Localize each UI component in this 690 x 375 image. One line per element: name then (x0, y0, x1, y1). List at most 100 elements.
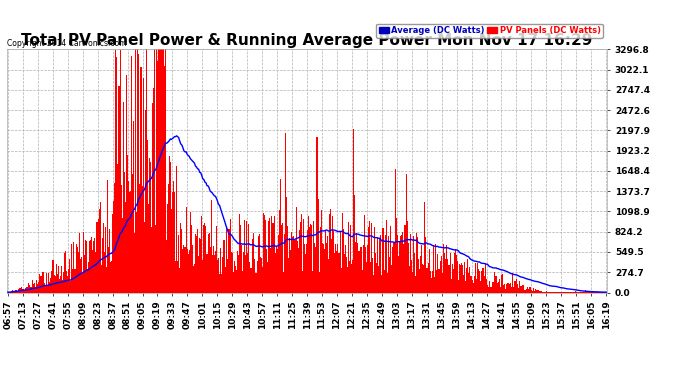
Bar (248, 224, 249, 292)
Bar (127, 155, 128, 292)
Bar (169, 156, 170, 292)
Bar (382, 228, 384, 292)
Bar (199, 238, 200, 292)
Bar (523, 285, 524, 292)
Bar (190, 225, 192, 292)
Bar (91, 237, 92, 292)
Bar (374, 227, 375, 292)
Bar (12, 291, 14, 292)
Bar (430, 272, 431, 292)
Bar (417, 237, 418, 292)
Bar (81, 257, 82, 292)
Bar (112, 214, 113, 292)
Bar (144, 222, 145, 292)
Bar (16, 290, 17, 292)
Bar (71, 244, 72, 292)
Bar (67, 276, 68, 292)
Bar (226, 226, 228, 292)
Bar (410, 234, 411, 292)
Bar (397, 235, 398, 292)
Bar (65, 251, 66, 292)
Bar (104, 252, 105, 292)
Bar (299, 222, 301, 292)
Bar (151, 227, 152, 292)
Bar (445, 260, 446, 292)
Bar (501, 276, 502, 292)
Bar (19, 288, 20, 292)
Bar (288, 258, 289, 292)
Bar (438, 269, 439, 292)
Bar (212, 255, 213, 292)
Bar (214, 255, 215, 292)
Bar (475, 279, 477, 292)
Bar (454, 253, 455, 292)
Bar (238, 255, 239, 292)
Bar (264, 215, 265, 292)
Bar (422, 264, 424, 292)
Bar (380, 236, 382, 292)
Bar (262, 267, 263, 292)
Bar (17, 291, 18, 292)
Bar (313, 220, 315, 292)
Bar (524, 290, 525, 292)
Bar (531, 290, 532, 292)
Bar (270, 248, 271, 292)
Bar (442, 273, 443, 292)
Bar (289, 238, 290, 292)
Bar (528, 289, 529, 292)
Bar (219, 274, 220, 292)
Bar (521, 286, 522, 292)
Bar (252, 238, 253, 292)
Bar (526, 289, 527, 292)
Bar (180, 223, 181, 292)
Bar (230, 252, 232, 292)
Bar (68, 269, 69, 292)
Bar (277, 235, 279, 292)
Bar (539, 291, 540, 292)
Bar (66, 270, 67, 292)
Bar (353, 129, 354, 292)
Bar (529, 288, 530, 292)
Bar (352, 260, 353, 292)
Bar (499, 279, 500, 292)
Bar (398, 256, 400, 292)
Bar (220, 248, 221, 292)
Bar (34, 287, 36, 292)
Bar (337, 244, 339, 292)
Bar (483, 268, 484, 292)
Bar (463, 275, 464, 292)
Bar (32, 284, 34, 292)
Bar (129, 192, 130, 292)
Bar (330, 210, 331, 292)
Bar (357, 243, 358, 292)
Bar (208, 233, 210, 292)
Bar (480, 281, 481, 292)
Bar (123, 102, 124, 292)
Bar (372, 258, 373, 292)
Bar (134, 233, 135, 292)
Bar (304, 244, 305, 292)
Bar (509, 284, 511, 292)
Bar (546, 291, 547, 292)
Bar (261, 258, 262, 292)
Bar (486, 279, 487, 292)
Bar (535, 289, 537, 292)
Bar (49, 282, 50, 292)
Bar (44, 283, 45, 292)
Bar (125, 202, 126, 292)
Bar (404, 225, 406, 292)
Bar (444, 253, 445, 292)
Bar (43, 272, 44, 292)
Bar (218, 258, 219, 292)
Bar (303, 219, 304, 292)
Bar (364, 215, 365, 292)
Bar (452, 264, 453, 292)
Bar (325, 230, 326, 292)
Bar (58, 266, 59, 292)
Bar (108, 247, 109, 292)
Bar (396, 218, 397, 292)
Bar (56, 264, 57, 292)
Bar (443, 244, 444, 292)
Bar (175, 261, 176, 292)
Bar (24, 290, 26, 292)
